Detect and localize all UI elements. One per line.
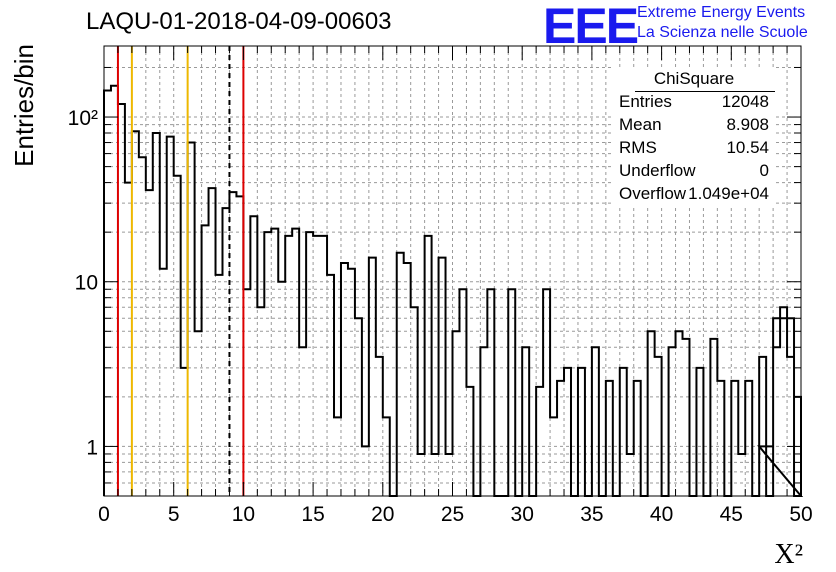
stats-value: 1.049e+04 — [688, 184, 769, 203]
x-tick-label: 10 — [232, 503, 255, 526]
y-tick-label: 1 — [86, 436, 98, 459]
stats-divider — [635, 91, 775, 92]
x-tick-label: 25 — [441, 503, 464, 526]
x-tick-label: 0 — [98, 503, 110, 526]
stats-title: ChiSquare — [653, 69, 735, 88]
stats-label: Overflow — [619, 184, 687, 203]
x-tick-label: 45 — [720, 503, 743, 526]
logo-subtitle-2: La Scienza nelle Scuole — [637, 24, 808, 41]
y-axis-title: Entries/bin — [9, 44, 39, 167]
histogram-series — [103, 84, 804, 497]
logo-subtitle-1: Extreme Energy Events — [637, 4, 806, 21]
stats-row-entries: Entries 12048 — [619, 92, 769, 114]
x-tick-label: 40 — [650, 503, 673, 526]
chart-title: LAQU-01-2018-04-09-00603 — [86, 8, 392, 35]
stats-row-underflow: Underflow 0 — [619, 161, 769, 183]
x-tick-label: 35 — [580, 503, 603, 526]
stats-label: Entries — [619, 92, 672, 111]
stats-row-mean: Mean 8.908 — [619, 115, 769, 137]
y-tick-label: 10 — [75, 272, 98, 295]
x-tick-label: 15 — [301, 503, 324, 526]
x-axis-title: X² — [774, 539, 803, 570]
stats-value: 0 — [759, 161, 769, 180]
stats-label: Underflow — [619, 161, 696, 180]
stats-label: RMS — [619, 138, 657, 157]
x-tick-label: 30 — [511, 503, 534, 526]
stats-row-overflow: Overflow 1.049e+04 — [619, 184, 769, 206]
stats-box: ChiSquare Entries 12048 Mean 8.908 RMS 1… — [613, 67, 775, 207]
stats-value: 8.908 — [726, 115, 769, 134]
stats-row-rms: RMS 10.54 — [619, 138, 769, 160]
eee-logo: EEE — [543, 0, 639, 54]
stats-label: Mean — [619, 115, 662, 134]
stats-value: 10.54 — [726, 138, 769, 157]
stats-value: 12048 — [721, 92, 769, 111]
x-tick-label: 50 — [789, 503, 812, 526]
x-tick-label: 5 — [168, 503, 180, 526]
x-tick-label: 20 — [371, 503, 394, 526]
y-tick-label: 10² — [68, 107, 98, 130]
